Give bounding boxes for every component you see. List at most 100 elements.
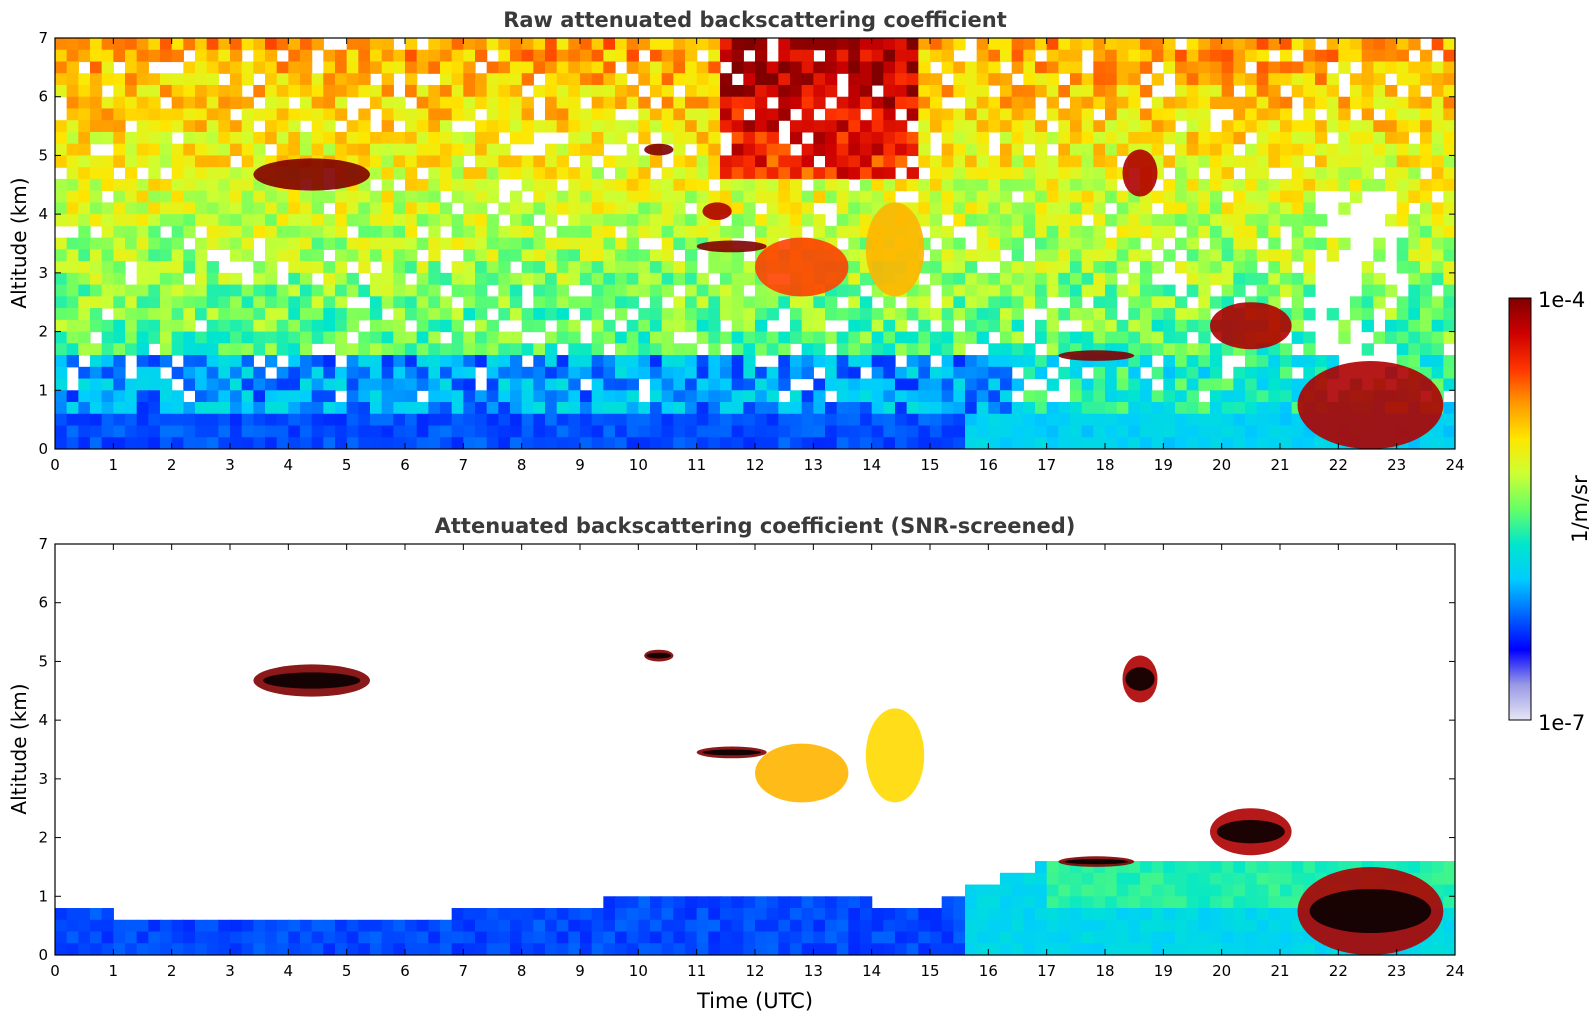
heatmap-cell	[988, 413, 1001, 427]
heatmap-cell	[405, 249, 418, 262]
heatmap-cell	[440, 61, 453, 74]
heatmap-cell	[720, 249, 733, 262]
heatmap-cell	[171, 49, 184, 63]
heatmap-cell	[1186, 214, 1199, 227]
x-tick-label: 17	[1037, 456, 1056, 474]
heatmap-cell	[953, 167, 966, 180]
heatmap-cell	[90, 96, 103, 110]
heatmap-cell	[1093, 143, 1106, 157]
heatmap-cell	[1268, 202, 1281, 215]
heatmap-cell	[661, 319, 674, 333]
heatmap-cell	[148, 366, 161, 380]
heatmap-cell	[148, 84, 161, 98]
heatmap-cell	[895, 390, 908, 403]
heatmap-cell	[801, 366, 814, 380]
heatmap-cell	[253, 919, 266, 933]
heatmap-cell	[276, 214, 289, 227]
heatmap-cell	[696, 390, 709, 403]
heatmap-cell	[1035, 178, 1048, 192]
heatmap-cell	[860, 319, 873, 333]
heatmap-cell	[708, 108, 721, 121]
heatmap-cell	[743, 120, 756, 133]
heatmap-cell	[1128, 108, 1141, 121]
heatmap-cell	[556, 49, 569, 63]
heatmap-cell	[1280, 49, 1293, 63]
heatmap-cell	[475, 919, 488, 933]
heatmap-cell	[755, 108, 768, 121]
heatmap-cell	[1128, 49, 1141, 63]
heatmap-cell	[311, 190, 324, 203]
heatmap-cell	[766, 413, 779, 427]
heatmap-cell	[393, 331, 406, 344]
heatmap-cell	[1361, 96, 1374, 110]
heatmap-cell	[440, 390, 453, 403]
heatmap-cell	[1268, 96, 1281, 110]
x-tick-label: 23	[1387, 962, 1406, 980]
heatmap-cell	[743, 366, 756, 380]
heatmap-cell	[1151, 390, 1164, 403]
heatmap-cell	[288, 249, 301, 262]
heatmap-cell	[1408, 319, 1421, 333]
heatmap-cell	[813, 296, 826, 309]
heatmap-cell	[358, 378, 371, 391]
heatmap-cell	[743, 390, 756, 403]
heatmap-cell	[1175, 84, 1188, 98]
heatmap-cell	[1291, 73, 1304, 86]
heatmap-cell	[1140, 272, 1153, 286]
heatmap-cell	[755, 378, 768, 391]
heatmap-cell	[1291, 84, 1304, 98]
heatmap-cell	[323, 413, 336, 427]
heatmap-cell	[1443, 202, 1455, 215]
heatmap-cell	[836, 214, 849, 227]
heatmap-cell	[1163, 884, 1176, 897]
heatmap-cell	[183, 155, 196, 168]
heatmap-cell	[113, 366, 126, 380]
heatmap-cell	[171, 331, 184, 344]
heatmap-cell	[1315, 861, 1328, 874]
heatmap-cell	[836, 190, 849, 203]
heatmap-cell	[930, 96, 943, 110]
heatmap-cell	[1070, 214, 1083, 227]
x-tick-label: 12	[745, 962, 764, 980]
y-tick-label: 4	[38, 711, 48, 729]
heatmap-cell	[988, 96, 1001, 110]
heatmap-cell	[533, 908, 546, 921]
heatmap-cell	[1000, 84, 1013, 98]
heatmap-cell	[580, 355, 593, 368]
heatmap-cell	[976, 943, 989, 955]
heatmap-cell	[930, 908, 943, 921]
heatmap-cell	[218, 931, 231, 944]
heatmap-cell	[825, 155, 838, 168]
heatmap-cell	[160, 390, 173, 403]
heatmap-cell	[276, 190, 289, 203]
heatmap-cell	[930, 155, 943, 168]
heatmap-cell	[230, 319, 243, 333]
heatmap-cell	[1233, 38, 1246, 51]
heatmap-cell	[976, 167, 989, 180]
heatmap-cell	[66, 202, 79, 215]
heatmap-cell	[825, 413, 838, 427]
heatmap-cell	[381, 249, 394, 262]
heatmap-cell	[1035, 225, 1048, 239]
heatmap-cell	[685, 155, 698, 168]
heatmap-cell	[195, 437, 208, 449]
heatmap-cell	[965, 120, 978, 133]
heatmap-cell	[1350, 38, 1363, 51]
heatmap-cell	[673, 896, 686, 909]
heatmap-cell	[370, 425, 383, 438]
heatmap-cell	[918, 366, 931, 380]
heatmap-cell	[755, 308, 768, 321]
heatmap-cell	[1105, 178, 1118, 192]
heatmap-cell	[941, 919, 954, 933]
heatmap-cell	[323, 308, 336, 321]
heatmap-cell	[416, 943, 429, 955]
heatmap-cell	[1420, 108, 1433, 121]
heatmap-cell	[300, 437, 313, 449]
heatmap-cell	[183, 355, 196, 368]
heatmap-cell	[230, 96, 243, 110]
heatmap-cell	[918, 355, 931, 368]
heatmap-cell	[1023, 908, 1036, 921]
heatmap-cell	[836, 308, 849, 321]
heatmap-cell	[1291, 61, 1304, 74]
heatmap-cell	[335, 437, 348, 449]
